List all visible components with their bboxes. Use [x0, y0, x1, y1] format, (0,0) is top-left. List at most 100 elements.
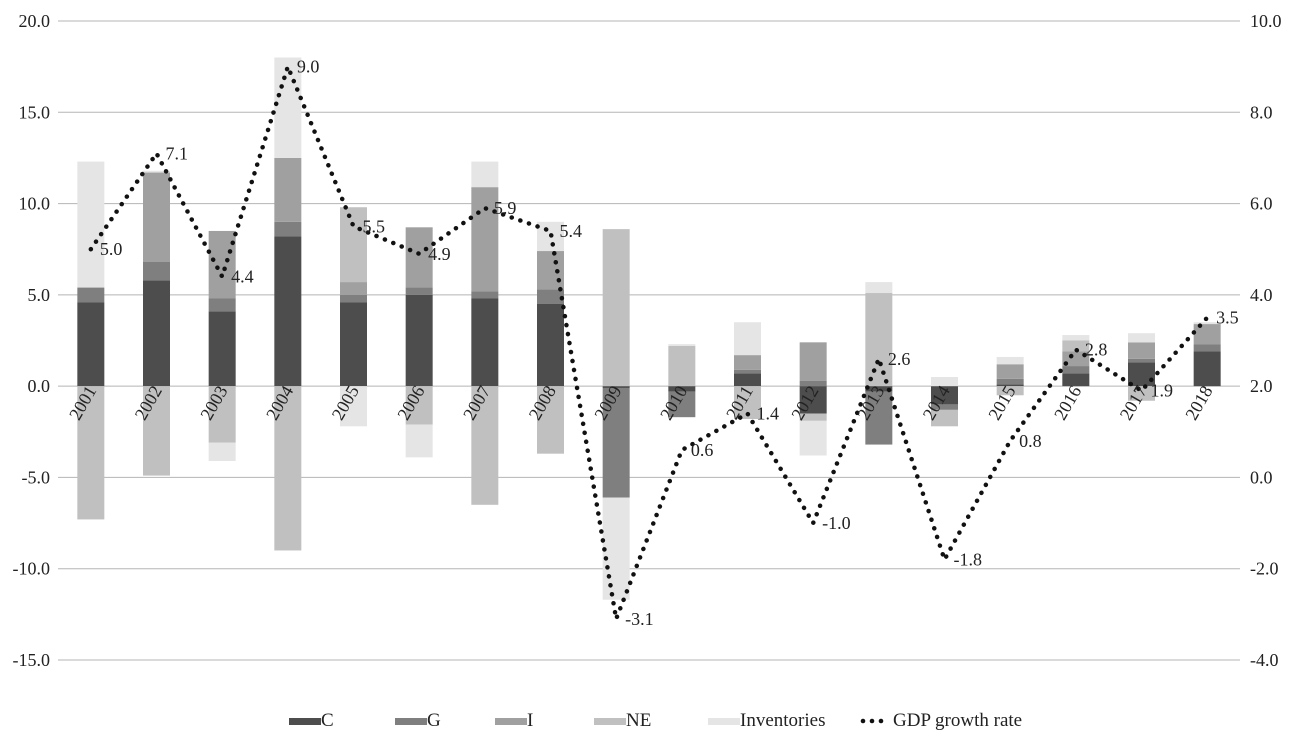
legend-label: G [427, 710, 441, 731]
gdp-data-label: 3.5 [1216, 308, 1239, 328]
stacked-bars [77, 58, 1220, 600]
gdp-data-label: 1.4 [757, 404, 780, 424]
bar-segment-g [734, 370, 761, 374]
bar-segment-c [143, 280, 170, 386]
gdp-data-label: 5.0 [100, 239, 123, 259]
legend-swatch [395, 718, 427, 725]
gdp-data-label: 4.4 [231, 267, 254, 287]
gdp-data-label: 0.8 [1019, 431, 1042, 451]
bar-segment-g [1062, 366, 1089, 373]
right-axis-tick-label: 10.0 [1250, 11, 1282, 31]
legend-label: GDP growth rate [893, 710, 1022, 731]
right-axis-tick-label: 2.0 [1250, 376, 1273, 396]
gdp-data-label: 7.1 [166, 143, 189, 163]
left-axis-tick-label: 5.0 [28, 285, 51, 305]
gdp-data-label: 4.9 [428, 244, 451, 264]
bar-segment-c [406, 295, 433, 386]
bar-segment-ne [603, 229, 630, 386]
bar-segment-g [77, 288, 104, 303]
gdp-data-label: -1.8 [954, 550, 983, 570]
bar-segment-i [274, 158, 301, 222]
legend-line-dot [870, 719, 875, 724]
legend-swatch [495, 718, 527, 725]
category-label: 2018 [1181, 382, 1216, 423]
gdp-data-label: 5.9 [494, 198, 517, 218]
bar-segment-i [537, 251, 564, 289]
legend-label: NE [626, 710, 651, 731]
right-axis-tick-label: 6.0 [1250, 194, 1273, 214]
legend-swatch [594, 718, 626, 725]
bar-segment-c [537, 304, 564, 386]
left-axis-tick-label: -15.0 [13, 650, 51, 670]
legend: C G I NE Inventories GDP growth rate [289, 710, 1022, 731]
bar-segment-ne [865, 293, 892, 386]
gdp-data-label: 0.6 [691, 440, 714, 460]
bar-segment-inventories [209, 443, 236, 461]
bar-segment-i [734, 355, 761, 370]
legend-label: C [321, 710, 334, 731]
bar-segment-g [471, 291, 498, 298]
bar-segment-i [997, 364, 1024, 379]
bar-segment-g [1128, 359, 1155, 363]
bar-segment-g [406, 288, 433, 295]
bar-segment-i [340, 282, 367, 295]
bar-segment-inventories [603, 498, 630, 600]
legend-label: I [527, 710, 533, 731]
legend-label: Inventories [740, 710, 825, 731]
bar-segment-inventories [800, 421, 827, 456]
bar-segment-i [1128, 342, 1155, 358]
bar-segment-c [471, 299, 498, 387]
gdp-line [91, 67, 1208, 619]
bar-segment-c [1194, 351, 1221, 386]
bar-segment-g [274, 222, 301, 237]
right-axis-tick-label: -2.0 [1250, 559, 1279, 579]
right-axis-tick-label: 0.0 [1250, 467, 1273, 487]
right-axis-tick-label: -4.0 [1250, 650, 1279, 670]
gdp-data-label: 5.4 [560, 221, 583, 241]
bar-segment-inventories [406, 424, 433, 457]
bar-segment-c [340, 302, 367, 386]
left-axis-tick-label: -5.0 [22, 467, 51, 487]
bar-segment-g [340, 295, 367, 302]
right-axis-tick-label: 4.0 [1250, 285, 1273, 305]
left-axis-tick-label: 10.0 [19, 194, 51, 214]
bar-segment-g [143, 262, 170, 280]
gdp-data-label: 2.6 [888, 349, 911, 369]
bar-segment-inventories [471, 162, 498, 188]
bar-segment-c [209, 311, 236, 386]
legend-swatch [708, 718, 740, 725]
gdp-data-label: 1.9 [1151, 381, 1174, 401]
bar-segment-i [800, 342, 827, 380]
bar-segment-i [143, 173, 170, 262]
bar-segment-inventories [1128, 333, 1155, 342]
bar-segment-g [209, 299, 236, 312]
gdp-data-label: 5.5 [363, 216, 386, 236]
left-axis-tick-label: 20.0 [19, 11, 51, 31]
legend-line-dot [879, 719, 884, 724]
right-axis-tick-label: 8.0 [1250, 102, 1273, 122]
legend-swatch [289, 718, 321, 725]
gdp-data-label: -3.1 [625, 609, 654, 629]
bar-segment-g [537, 289, 564, 304]
gdp-data-label: 9.0 [297, 57, 320, 77]
left-axis-tick-label: 0.0 [28, 376, 51, 396]
bar-segment-c [274, 236, 301, 386]
bar-segment-ne [668, 346, 695, 386]
bar-segment-c [77, 302, 104, 386]
category-label: 2016 [1050, 382, 1085, 423]
bar-segment-inventories [77, 162, 104, 288]
bar-segment-inventories [734, 322, 761, 355]
gdp-data-label: 2.8 [1085, 340, 1108, 360]
left-axis-tick-label: 15.0 [19, 102, 51, 122]
bar-segment-inventories [997, 357, 1024, 364]
legend-line-dot [861, 719, 866, 724]
left-axis-tick-label: -10.0 [13, 559, 51, 579]
bar-segment-inventories [668, 344, 695, 346]
gdp-growth-line [91, 67, 1207, 619]
gdp-data-label: -1.0 [822, 513, 851, 533]
bar-segment-inventories [865, 282, 892, 293]
bar-segment-g [1194, 344, 1221, 351]
